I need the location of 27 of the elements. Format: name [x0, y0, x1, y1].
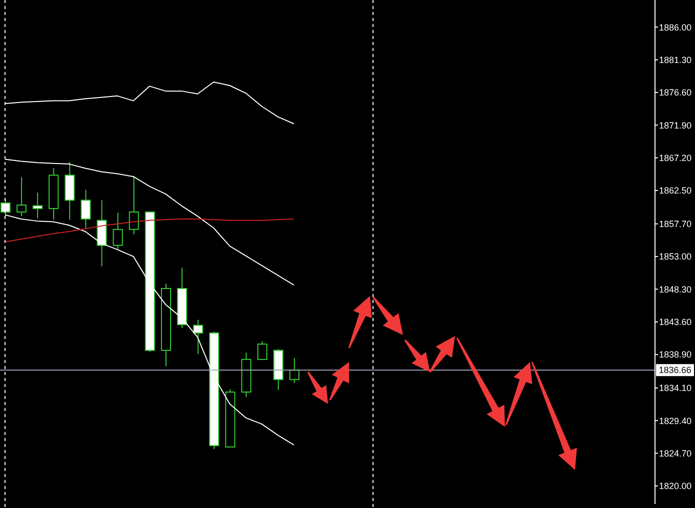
candlestick — [112, 212, 123, 250]
y-tick-label: 1886.00 — [659, 22, 692, 32]
y-tick-label: 1867.20 — [659, 153, 692, 163]
y-tick-label: 1829.40 — [659, 416, 692, 426]
y-tick-label: 1881.30 — [659, 54, 692, 65]
y-tick-label: 1824.70 — [659, 448, 692, 458]
y-tick-label: 1876.60 — [659, 88, 692, 98]
y-tick-label: 1843.60 — [659, 317, 692, 328]
y-tick-label: 1848.30 — [659, 284, 692, 294]
ref-line-label: 1836.66 — [658, 365, 692, 376]
candlestick — [289, 358, 300, 384]
line-series — [4, 82, 294, 124]
y-tick-label: 1834.10 — [659, 383, 692, 394]
y-tick-label: 1862.50 — [659, 186, 692, 196]
y-tick-label: 1838.90 — [659, 350, 692, 360]
y-tick-label: 1857.70 — [659, 219, 692, 230]
y-tick-label: 1871.90 — [659, 120, 692, 130]
candlestick — [128, 175, 139, 235]
line-series — [4, 158, 294, 286]
candlestick — [257, 340, 268, 360]
candlestick — [193, 319, 204, 354]
y-tick-label: 1820.00 — [659, 481, 692, 492]
line-series — [4, 214, 294, 446]
y-tick-label: 1853.00 — [659, 252, 692, 262]
candlestick — [80, 189, 91, 229]
candlestick — [16, 176, 27, 217]
candlestick — [32, 192, 43, 219]
